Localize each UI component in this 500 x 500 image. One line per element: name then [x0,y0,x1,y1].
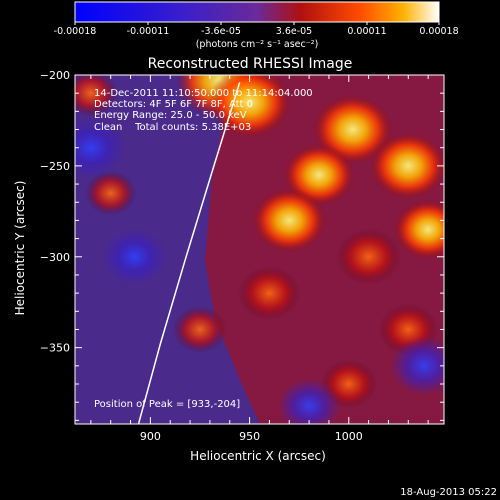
colorbar-unit-label: (photons cm⁻² s⁻¹ asec⁻²) [196,39,319,50]
x-tick-label: 950 [239,430,260,443]
colorbar-tick-label: 0.00011 [347,26,386,37]
heatmap-spots [75,75,444,424]
heatmap-spot [394,200,444,259]
y-axis-label: Heliocentric Y (arcsec) [13,181,27,316]
heatmap-spot [390,336,444,396]
info-block: 14-Dec-2011 11:10:50.000 to 11:14:04.000… [94,88,313,133]
heatmap-spot [283,144,355,206]
y-tick-label: −250 [40,160,70,173]
y-tick-label: −350 [40,342,70,355]
y-tick-label: −300 [40,251,70,264]
heatmap-image [75,75,444,424]
heatmap-spot [102,228,167,285]
x-axis-label: Heliocentric X (arcsec) [190,449,326,463]
solar-limb-curve [137,82,241,424]
y-tick-label: −200 [40,69,70,82]
heatmap-spot [252,188,326,253]
heatmap-spot [336,228,402,285]
heatmap-spot [370,132,444,199]
heatmap-spot [278,378,341,424]
colorbar-tick-label: -3.6e-05 [201,26,241,37]
x-axis: 900 950 1000 [90,75,429,443]
x-tick-label: 900 [140,430,161,443]
heatmap-spot [75,117,127,179]
heatmap-spot [173,306,227,353]
timestamp-footer: 18-Aug-2013 05:22 [400,487,497,498]
colorbar-tick-labels: -0.00018 -0.00011 -3.6e-05 3.6e-05 0.000… [54,26,459,37]
heatmap-spot [75,75,118,117]
peak-position-label: Position of Peak = [933,-204] [94,399,240,410]
plot-frame [74,74,445,425]
info-line-counts: Clean Total counts: 5.38E+03 [94,122,251,133]
heatmap-spot [238,266,301,321]
x-tick-label: 1000 [335,430,363,443]
colorbar-tick-label: -0.00018 [54,26,97,37]
colorbar-ticks [74,22,440,25]
heatmap-spot [208,75,291,138]
colorbar-tick-label: 0.00018 [419,26,458,37]
info-line-energy: Energy Range: 25.0 - 50.0 keV [94,110,247,121]
info-line-detectors: Detectors: 4F 5F 6F 7F 8F, Att 0 [94,99,253,110]
info-line-time: 14-Dec-2011 11:10:50.000 to 11:14:04.000 [94,88,313,99]
colorbar-tick-label: -0.00011 [127,26,170,37]
chart-title: Reconstructed RHESSI Image [148,56,353,72]
heatmap-spot [85,171,137,216]
y-axis: −200 −250 −300 −350 [40,69,444,421]
colorbar [74,1,440,23]
heatmap-spot [313,95,393,164]
colorbar-tick-label: 3.6e-05 [276,26,312,37]
